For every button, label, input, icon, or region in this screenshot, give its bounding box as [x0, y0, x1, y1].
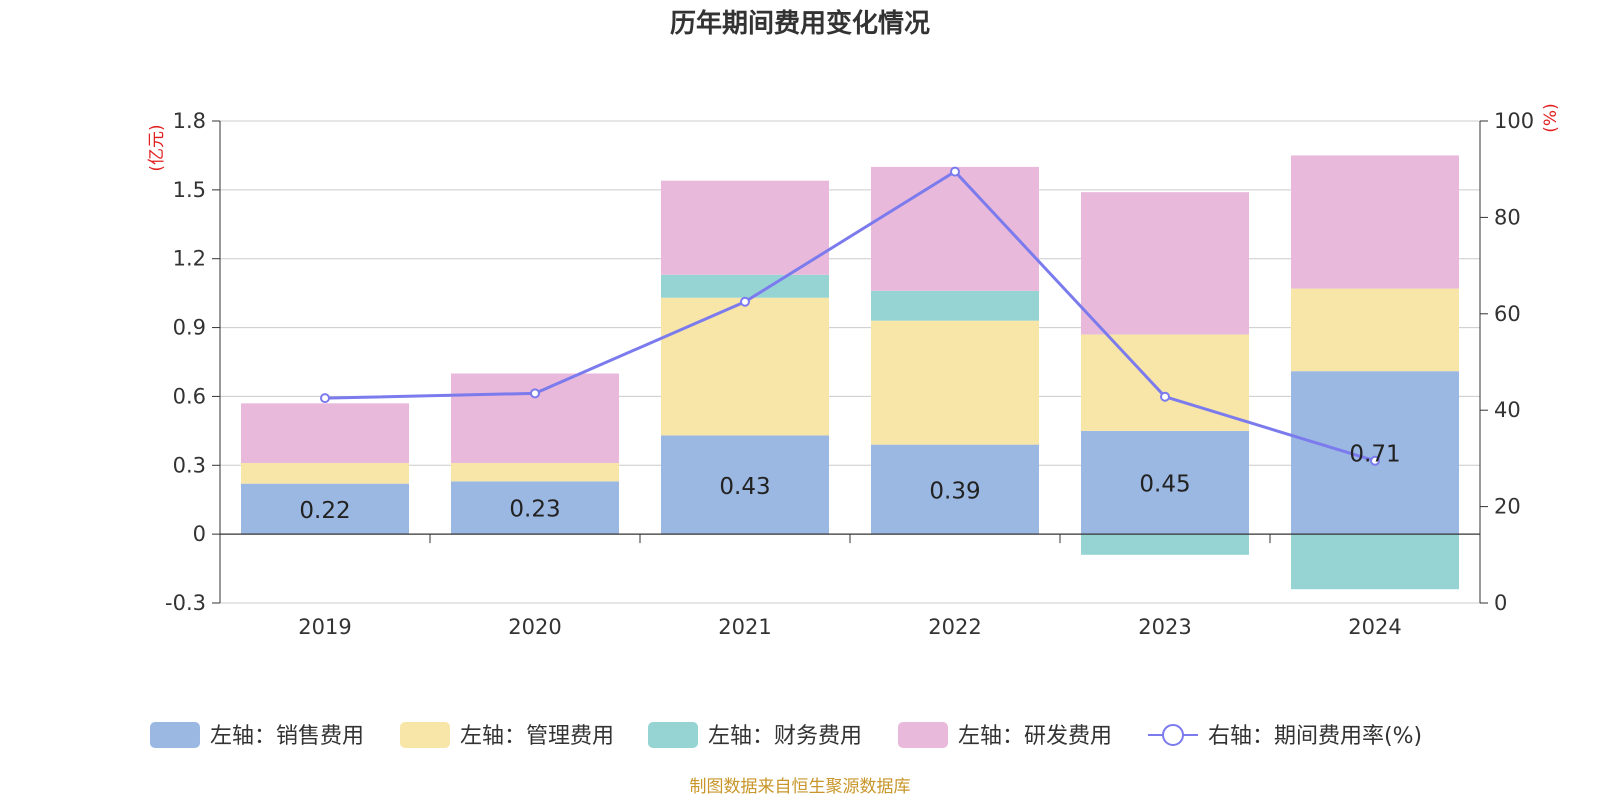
x-axis-tick-label: 2023 [1138, 615, 1191, 639]
rate-point [740, 296, 750, 307]
legend-label: 右轴：期间费用率(%) [1208, 724, 1422, 749]
rate-line [324, 169, 1376, 463]
x-axis-tick-label: 2020 [508, 615, 561, 639]
left-axis-tick-label: 1.5 [173, 178, 206, 202]
left-axis-tick-label: 1.8 [173, 109, 206, 133]
bar-segment [661, 180, 829, 275]
bar-segment [871, 290, 1039, 321]
bar-segment [241, 483, 409, 535]
right-axis-tick-label: 0 [1494, 591, 1507, 615]
rate-point [1160, 391, 1170, 402]
right-axis-tick-label: 80 [1494, 205, 1521, 229]
left-axis-unit: (亿元) [147, 124, 167, 171]
rate-point [950, 166, 960, 177]
legend-label: 左轴：财务费用 [708, 724, 862, 749]
rate-point [320, 393, 330, 404]
right-axis-tick-label: 100 [1494, 109, 1534, 133]
bar-segment [1081, 430, 1249, 535]
rate-line-group [320, 166, 1380, 466]
bar-segment [1081, 192, 1249, 335]
legend-swatch [898, 722, 948, 748]
left-axis-tick-label: 1.2 [173, 247, 206, 271]
bar-segment [1291, 288, 1459, 372]
bar-segment [241, 462, 409, 484]
legend-marker [1162, 724, 1184, 746]
legend-label: 左轴：管理费用 [460, 724, 614, 749]
right-axis-unit: (%) [1541, 103, 1561, 132]
source-footer: 制图数据来自恒生聚源数据库 [690, 777, 911, 797]
legend-label: 左轴：研发费用 [958, 724, 1112, 749]
bar-segment [661, 435, 829, 535]
chart-title: 历年期间费用变化情况 [670, 8, 930, 39]
right-axis-tick-label: 20 [1494, 495, 1521, 519]
left-axis-tick-label: -0.3 [165, 591, 206, 615]
left-axis-tick-label: 0.6 [173, 384, 206, 408]
bar-segment [451, 462, 619, 482]
bar-segment [871, 444, 1039, 535]
bar-segment [241, 403, 409, 463]
bar-segment [871, 166, 1039, 291]
data-label: 0.71 [1349, 442, 1400, 468]
bar-segment [1081, 534, 1249, 555]
right-axis-tick-label: 40 [1494, 398, 1521, 422]
bar-segment [1291, 534, 1459, 590]
bar-segment [661, 274, 829, 298]
left-axis-tick-label: 0.3 [173, 453, 206, 477]
legend-label: 左轴：销售费用 [210, 724, 364, 749]
data-label: 0.43 [719, 474, 770, 500]
legend: 左轴：销售费用 左轴：管理费用 左轴：财务费用 左轴：研发费用 右轴：期间费用率(%) [150, 722, 1422, 749]
axes-group: 1.8 1.5 1.2 0.9 0.6 0.3 0 -0.3 100 80 60 40 20 0 (亿元) (… [147, 103, 1561, 639]
rate-point [1370, 455, 1380, 466]
x-axis-tick-label: 2021 [718, 615, 771, 639]
right-axis-tick-label: 60 [1494, 302, 1521, 326]
data-label: 0.45 [1139, 472, 1190, 498]
bars-group [241, 155, 1459, 590]
left-axis-tick-label: 0 [193, 522, 206, 546]
bar-segment [1291, 155, 1459, 289]
bar-segment [661, 297, 829, 436]
bar-segment [1291, 371, 1459, 535]
bar-segment [451, 481, 619, 535]
left-axis-tick-label: 0.9 [173, 316, 206, 340]
legend-swatch [150, 722, 200, 748]
bar-segment [451, 373, 619, 463]
data-label: 0.22 [299, 498, 350, 524]
bar-segment [871, 320, 1039, 445]
data-label: 0.23 [509, 497, 560, 523]
x-axis-tick-label: 2022 [928, 615, 981, 639]
x-axis-tick-label: 2019 [298, 615, 351, 639]
data-label: 0.39 [929, 478, 980, 504]
legend-swatch [648, 722, 698, 748]
bar-segment [1081, 334, 1249, 431]
rate-point [530, 388, 540, 399]
legend-swatch [400, 722, 450, 748]
x-axis-tick-label: 2024 [1348, 615, 1401, 639]
data-labels-group: 0.22 0.23 0.43 0.39 0.45 0.71 [299, 442, 1400, 524]
